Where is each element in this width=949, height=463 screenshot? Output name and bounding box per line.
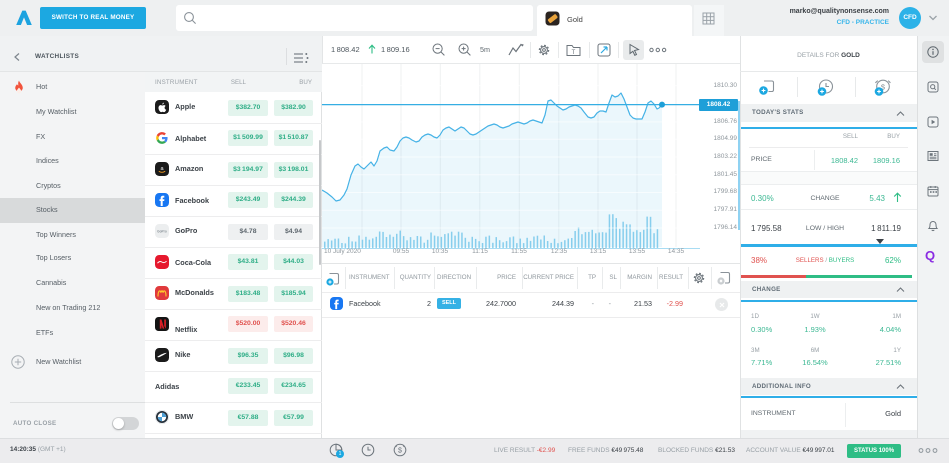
svg-text:GoPro: GoPro <box>157 230 167 234</box>
svg-text:$: $ <box>881 82 886 91</box>
svg-text:T: T <box>572 50 576 56</box>
svg-text:a: a <box>160 166 164 172</box>
svg-text:$: $ <box>398 448 402 455</box>
